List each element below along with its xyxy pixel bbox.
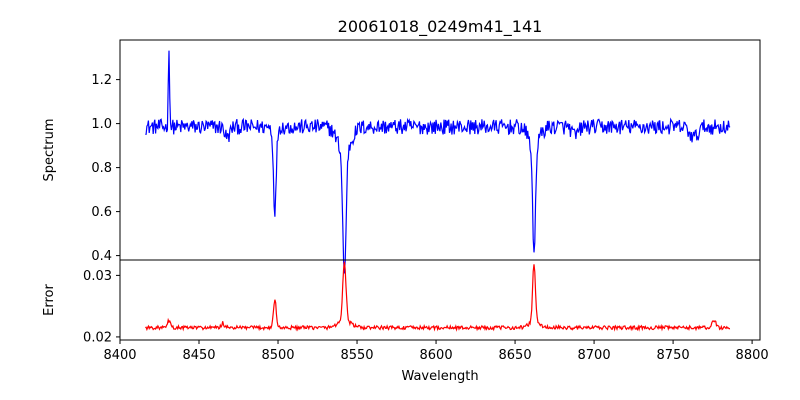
spectrum-panel: 0.4 0.6 0.8 1.0 1.2 [91, 39, 761, 274]
x-tick-label: 8500 [261, 348, 294, 363]
chart-title: 20061018_0249m41_141 [338, 17, 543, 37]
y-tick-label: 0.02 [83, 330, 112, 345]
plot-frame [119, 259, 761, 341]
y-tick-label: 0.8 [91, 161, 112, 176]
error-panel: 0.02 0.03 [83, 259, 761, 345]
spectrum-series-line [145, 50, 731, 274]
x-tick-label: 8550 [340, 348, 373, 363]
x-tick-label: 8750 [657, 348, 690, 363]
y-tick-label: 1.0 [91, 117, 112, 132]
y-tick-label: 0.6 [91, 205, 112, 220]
x-tick-label: 8700 [578, 348, 611, 363]
x-tick-label: 8400 [103, 348, 136, 363]
spectrum-y-axis-label: Spectrum [42, 119, 57, 182]
x-axis-label: Wavelength [401, 369, 478, 384]
x-axis: 8400 8450 8500 8550 8600 8650 8700 8750 8800 [103, 340, 769, 363]
x-tick-label: 8450 [182, 348, 215, 363]
plot-frame [119, 39, 761, 261]
y-tick-label: 0.4 [91, 249, 112, 264]
y-tick-label: 1.2 [91, 73, 112, 88]
y-tick-label: 0.03 [83, 269, 112, 284]
error-y-axis-label: Error [42, 284, 57, 316]
x-tick-label: 8650 [499, 348, 532, 363]
x-tick-label: 8800 [736, 348, 769, 363]
error-series-line [145, 261, 731, 332]
x-tick-label: 8600 [420, 348, 453, 363]
